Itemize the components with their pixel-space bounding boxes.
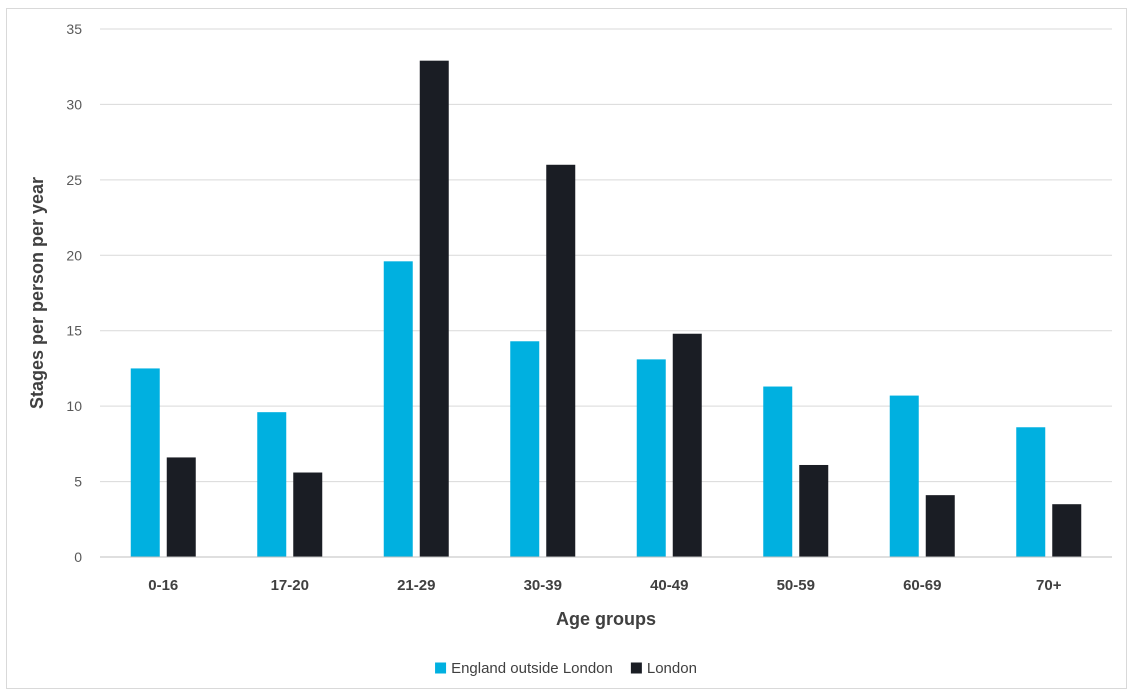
bar-england-outside-london-0-16 <box>130 368 160 557</box>
legend-swatch-london <box>630 662 642 674</box>
y-tick-label: 0 <box>74 549 82 565</box>
legend: England outside London London <box>435 660 697 677</box>
legend-swatch-england-outside-london <box>435 662 447 674</box>
legend-label-london: London <box>647 660 697 677</box>
y-tick-label: 30 <box>66 96 82 112</box>
x-tick-label: 17-20 <box>271 577 309 594</box>
y-axis-title: Stages per person per year <box>27 177 47 409</box>
x-tick-label: 60-69 <box>903 577 941 594</box>
bar-england-outside-london-40-49 <box>636 359 666 557</box>
bar-london-60-69 <box>925 495 955 557</box>
x-axis-title: Age groups <box>556 609 656 629</box>
x-tick-label: 70+ <box>1036 577 1062 594</box>
bar-london-50-59 <box>799 464 829 557</box>
y-axis-ticks: 0 5 10 15 20 25 30 35 <box>66 21 82 565</box>
y-tick-label: 15 <box>66 323 82 339</box>
bar-england-outside-london-50-59 <box>763 386 793 557</box>
x-tick-label: 0-16 <box>148 577 178 594</box>
bar-london-30-39 <box>546 164 576 557</box>
bar-london-21-29 <box>419 60 449 558</box>
bar-england-outside-london-21-29 <box>383 261 413 557</box>
legend-label-england-outside-london: England outside London <box>451 660 613 677</box>
x-tick-label: 30-39 <box>524 577 562 594</box>
bars <box>130 60 1082 558</box>
x-tick-label: 21-29 <box>397 577 435 594</box>
bar-london-40-49 <box>672 333 702 557</box>
y-tick-label: 35 <box>66 21 82 37</box>
y-tick-label: 25 <box>66 172 82 188</box>
bar-england-outside-london-70plus <box>1016 427 1046 557</box>
bar-england-outside-london-17-20 <box>257 412 287 557</box>
bar-london-17-20 <box>293 472 323 557</box>
y-tick-label: 20 <box>66 247 82 263</box>
bar-england-outside-london-30-39 <box>510 341 540 557</box>
bar-england-outside-london-60-69 <box>889 395 919 557</box>
bar-london-0-16 <box>166 457 196 557</box>
bar-london-70plus <box>1052 504 1082 557</box>
x-axis-ticks: 0-16 17-20 21-29 30-39 40-49 50-59 60-69 70+ <box>148 577 1061 594</box>
y-tick-label: 10 <box>66 398 82 414</box>
x-tick-label: 40-49 <box>650 577 688 594</box>
x-tick-label: 50-59 <box>777 577 815 594</box>
gridlines <box>100 28 1112 483</box>
y-tick-label: 5 <box>74 474 82 490</box>
